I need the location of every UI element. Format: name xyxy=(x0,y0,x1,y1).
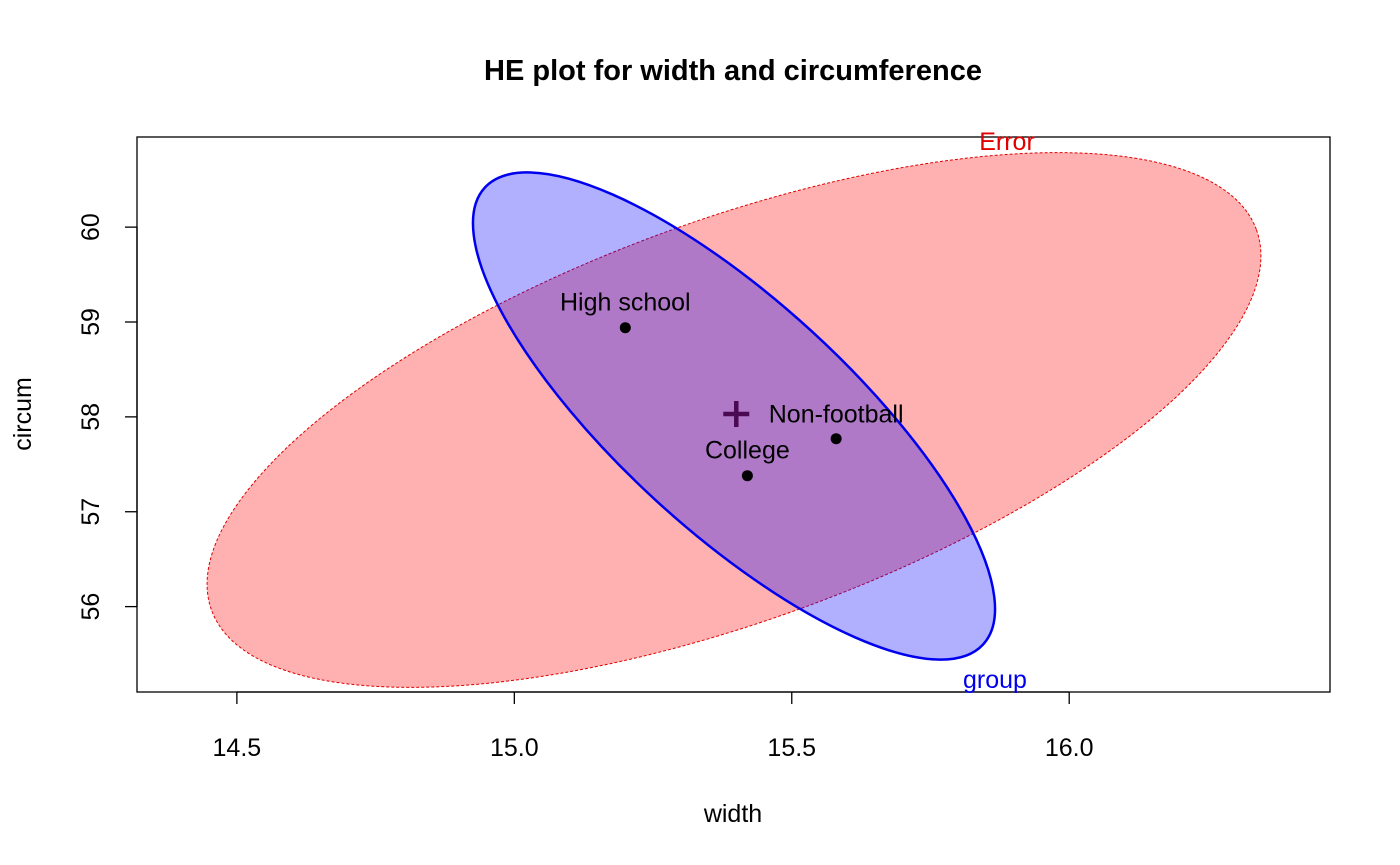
grand-mean-marker xyxy=(723,401,750,428)
ellipse-layer xyxy=(206,152,1262,688)
point-layer: High school Non-football College xyxy=(560,289,904,482)
x-axis-label: width xyxy=(703,800,762,828)
group-ellipse-label: group xyxy=(963,666,1027,694)
point-label-high-school: High school xyxy=(560,289,691,317)
error-ellipse-label: Error xyxy=(979,128,1035,156)
x-tick-label: 14.5 xyxy=(213,734,262,762)
x-tick-label: 16.0 xyxy=(1045,734,1094,762)
grand-mean-layer xyxy=(723,401,750,428)
point-label-non-football: Non-football xyxy=(769,401,904,429)
y-tick-label: 56 xyxy=(77,593,105,621)
y-axis: 56 57 58 59 60 xyxy=(77,213,138,621)
y-tick-label: 60 xyxy=(77,213,105,241)
y-tick-label: 57 xyxy=(77,498,105,526)
x-tick-label: 15.5 xyxy=(767,734,816,762)
point-high-school xyxy=(619,322,631,334)
y-tick-label: 59 xyxy=(77,308,105,336)
x-axis: 14.5 15.0 15.5 16.0 xyxy=(213,691,1094,762)
error-ellipse xyxy=(206,152,1262,688)
chart-title: HE plot for width and circumference xyxy=(484,55,982,87)
point-non-football xyxy=(830,433,842,445)
point-label-college: College xyxy=(705,437,790,465)
ellipse-labels: Error group xyxy=(963,128,1035,694)
y-axis-label: circum xyxy=(9,377,37,451)
point-college xyxy=(741,470,753,482)
y-tick-label: 58 xyxy=(77,403,105,431)
x-tick-label: 15.0 xyxy=(490,734,539,762)
